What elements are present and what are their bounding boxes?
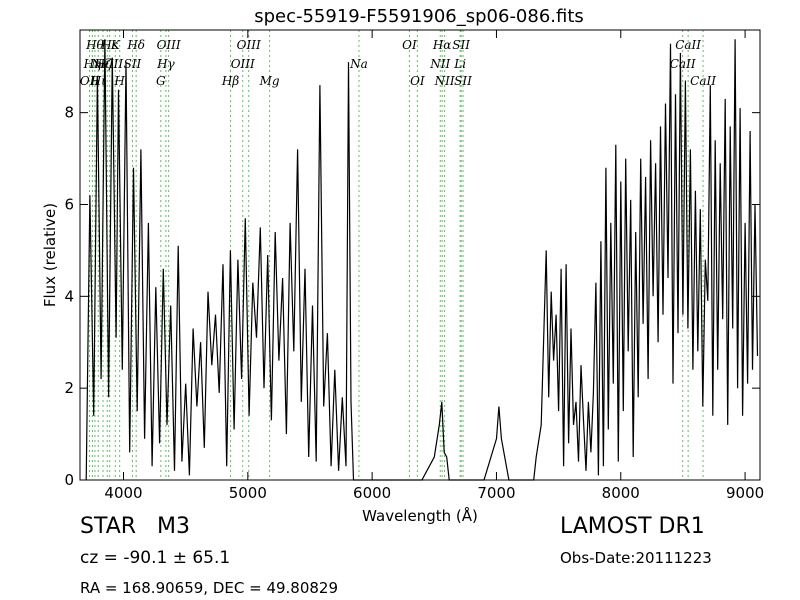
line-label-8: H [113,74,125,88]
y-tick-label-0: 0 [64,471,74,489]
line-label-4: Hζ [94,57,113,71]
line-label-13: OIII [157,38,181,52]
line-label-9: SII [124,57,142,71]
line-label-28: CaII [675,38,701,52]
line-label-1: Hη [83,57,102,71]
line-label-17: Mg [259,74,280,88]
line-label-26: SII [454,74,472,88]
line-label-19: OI [402,38,417,52]
x-axis-ticks: 4000 5000 6000 7000 8000 9000 [104,30,764,502]
y-axis-label: Flux (relative) [41,203,59,307]
redshift-text: cz = -90.1 ± 65.1 [80,548,231,568]
object-class: STAR M3 [80,514,190,539]
y-axis-ticks: 0 2 4 6 8 [64,104,760,489]
line-label-24: Li [453,57,466,71]
line-label-25: SII [452,38,470,52]
y-tick-label-2: 4 [64,287,74,305]
line-label-11: G [156,74,166,88]
x-tick-label-2: 6000 [353,484,391,502]
x-tick-label-5: 9000 [726,484,764,502]
x-axis-label: Wavelength (Å) [362,506,478,525]
y-tick-label-4: 8 [64,104,74,122]
x-tick-label-4: 8000 [602,484,640,502]
line-label-20: OI [410,74,425,88]
line-label-10: Hδ [126,38,145,52]
line-label-5: NeIII [90,57,123,71]
observation-date: Obs-Date:20111223 [560,549,712,567]
line-label-0: OII [80,74,100,88]
line-label-14: Hβ [221,74,239,88]
line-label-2: Hθ [85,38,104,52]
line-label-23: NII [434,74,455,88]
chart-title: spec-55919-F5591906_sp06-086.fits [254,6,584,27]
line-labels-group: OIIHηHθHιHζNeIIIHεKHSIIHδGHγOIIIHβOIIIOI… [80,38,716,88]
line-label-22: Hα [432,38,452,52]
line-label-21: NII [429,57,450,71]
line-label-12: Hγ [156,57,175,71]
x-tick-label-1: 5000 [229,484,267,502]
line-label-29: CaII [690,74,716,88]
line-label-16: OIII [237,38,261,52]
y-tick-label-3: 6 [64,195,74,213]
line-label-27: CaII [670,57,696,71]
y-tick-label-1: 2 [64,379,74,397]
line-label-18: Na [349,57,368,71]
x-tick-label-3: 7000 [477,484,515,502]
spectrum-line [85,39,759,481]
plot-frame [79,29,761,481]
line-label-7: K [110,38,121,52]
survey-name: LAMOST DR1 [560,514,705,539]
coordinates-text: RA = 168.90659, DEC = 49.80829 [80,579,339,597]
x-tick-label-0: 4000 [104,484,142,502]
line-label-15: OIII [231,57,255,71]
